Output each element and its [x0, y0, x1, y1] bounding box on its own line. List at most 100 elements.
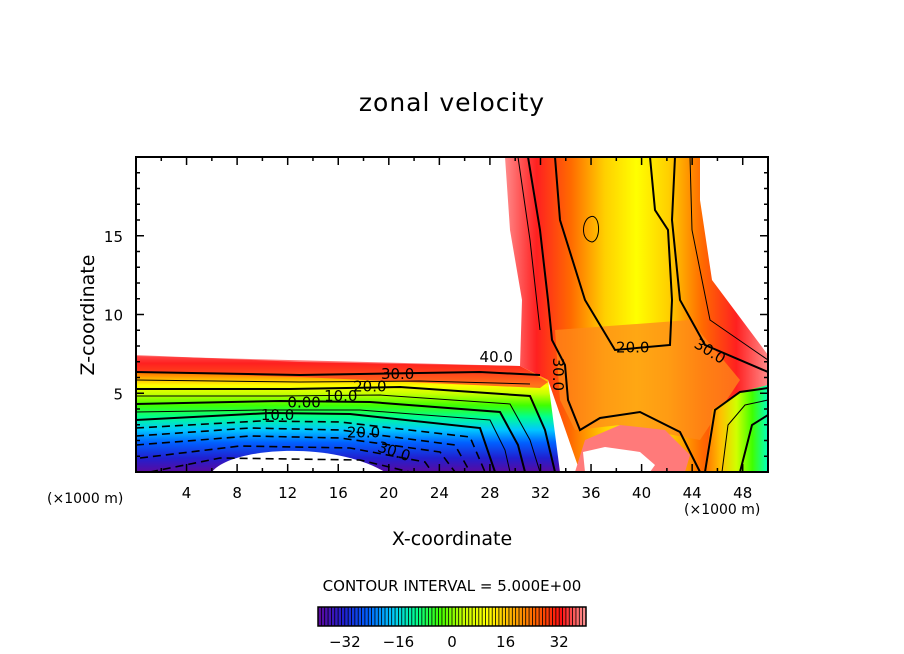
- colorbar-swatch: [401, 607, 406, 626]
- colorbar-swatch: [555, 607, 560, 626]
- colorbar-swatch: [549, 607, 553, 626]
- colorbar-swatch: [529, 607, 533, 626]
- colorbar-swatch: [388, 607, 392, 626]
- fill-intersection: [555, 320, 740, 440]
- colorbar-swatch: [385, 607, 389, 626]
- x-tick-label: 32: [531, 484, 550, 502]
- x-unit-label-left: (×1000 m): [47, 491, 124, 507]
- contour-label: 10.0: [324, 387, 357, 405]
- colorbar-swatch: [321, 607, 325, 626]
- colorbar-swatch: [338, 607, 342, 626]
- colorbar-swatch: [565, 607, 570, 626]
- x-tick-label: 40: [632, 484, 651, 502]
- contour-label: 10.0: [261, 406, 294, 424]
- colorbar-swatch: [458, 607, 463, 626]
- contour-line: [136, 420, 486, 472]
- colorbar-swatch: [485, 607, 490, 626]
- colorbar-swatch: [582, 607, 587, 626]
- colorbar-tick-label: 16: [496, 633, 515, 651]
- colorbar-swatch: [421, 607, 426, 626]
- x-axis-ticks: 4 8 12 16 20 24 28 32 36 40 44 48: [160, 157, 752, 502]
- colorbar-swatch: [395, 607, 399, 626]
- colorbar-swatch: [391, 607, 396, 626]
- y-axis-ticks: 5 10 15: [104, 172, 768, 457]
- colorbar-swatch: [522, 607, 526, 626]
- colorbar-swatch: [545, 607, 550, 626]
- colorbar-swatch: [318, 607, 322, 626]
- contour-line: [739, 414, 768, 472]
- x-tick-label: 48: [733, 484, 752, 502]
- x-tick-label: 16: [329, 484, 348, 502]
- colorbar-swatch: [405, 607, 409, 626]
- contour-line: [136, 370, 541, 377]
- colorbar-swatch: [411, 607, 416, 626]
- colorbar-tick-label: 0: [447, 633, 457, 651]
- y-tick-label: 10: [104, 307, 123, 325]
- colorbar-swatch: [334, 607, 339, 626]
- colorbar-swatch: [572, 607, 577, 626]
- contour-labels: 40.030.020.010.00.0010.020.030.030.020.0…: [261, 335, 729, 465]
- colorbar-swatch: [348, 607, 352, 626]
- colorbar-swatch: [448, 607, 453, 626]
- colorbar-swatch: [445, 607, 449, 626]
- colorbar-swatch: [415, 607, 419, 626]
- contour-line: [149, 457, 411, 472]
- contour-line: [136, 385, 556, 472]
- colorbar-swatch: [512, 607, 516, 626]
- contour-line: [136, 427, 471, 472]
- x-tick-label: 12: [278, 484, 297, 502]
- colorbar-swatch: [519, 607, 523, 626]
- x-tick-label: 20: [379, 484, 398, 502]
- contour-label: 30.0: [381, 365, 414, 383]
- colorbar-swatch: [569, 607, 573, 626]
- colorbar-swatch: [575, 607, 580, 626]
- colorbar-swatch: [361, 607, 366, 626]
- x-tick-label: 36: [581, 484, 600, 502]
- contour-lines: [136, 157, 768, 472]
- colorbar-swatch: [358, 607, 362, 626]
- colorbar-swatch: [478, 607, 483, 626]
- colorbar-swatch: [344, 607, 349, 626]
- colorbar-swatch: [331, 607, 336, 626]
- contour-label: 0.00: [287, 393, 320, 411]
- colorbar-frame: [317, 606, 587, 627]
- colorbar-swatch: [418, 607, 423, 626]
- colorbar-swatch: [488, 607, 493, 626]
- colorbar: −32 −16 0 16 32: [317, 606, 587, 651]
- colorbar-swatch: [508, 607, 513, 626]
- colorbar-tick-label: −32: [329, 633, 361, 651]
- contour-label: 30.0: [549, 358, 567, 391]
- contour-line: [689, 157, 768, 361]
- colorbar-swatch: [368, 607, 372, 626]
- contour-line: [136, 394, 541, 472]
- contour-line: [583, 216, 599, 243]
- colorbar-swatch: [492, 607, 496, 626]
- colorbar-swatch: [374, 607, 379, 626]
- x-tick-label: 28: [480, 484, 499, 502]
- contour-line: [136, 435, 456, 472]
- x-tick-label: 44: [683, 484, 702, 502]
- colorbar-swatch: [378, 607, 382, 626]
- colorbar-swatch: [475, 607, 480, 626]
- colorbar-swatch: [539, 607, 543, 626]
- contour-line: [704, 387, 768, 472]
- colorbar-swatch: [465, 607, 470, 626]
- x-unit-label-right: (×1000 m): [684, 502, 761, 518]
- colorbar-swatch: [438, 607, 443, 626]
- contour-line: [136, 409, 511, 472]
- y-tick-label: 15: [104, 228, 123, 246]
- white-min-core: [212, 450, 385, 472]
- colorbar-swatch: [498, 607, 503, 626]
- colorbar-swatch: [455, 607, 459, 626]
- colorbar-swatch: [435, 607, 439, 626]
- colorbar-swatch: [502, 607, 506, 626]
- colorbar-swatch: [431, 607, 436, 626]
- contour-line: [139, 445, 433, 472]
- contour-label: 20.0: [353, 378, 386, 396]
- colorbar-swatch: [468, 607, 473, 626]
- y-tick-label: 5: [113, 385, 123, 403]
- contour-line: [721, 399, 768, 472]
- colorbar-swatch: [364, 607, 369, 626]
- contour-line: [527, 157, 701, 472]
